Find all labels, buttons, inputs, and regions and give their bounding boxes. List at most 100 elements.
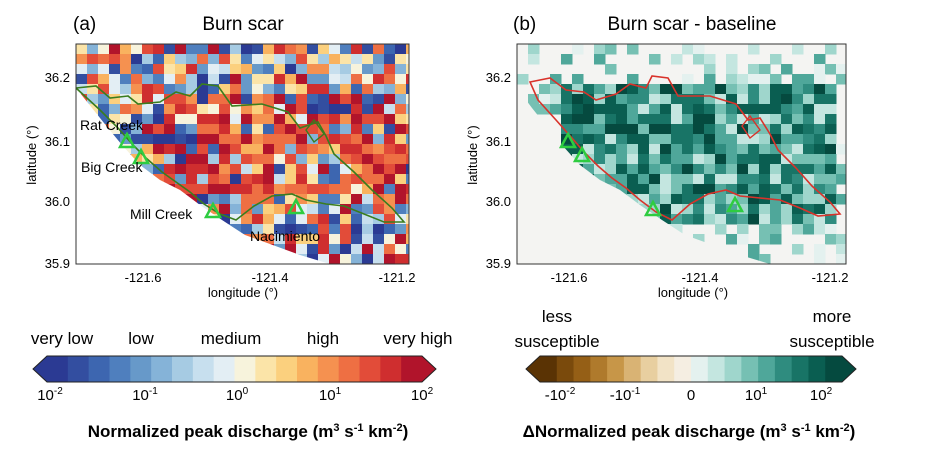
map-cell — [241, 104, 253, 115]
map-cell — [274, 54, 286, 65]
map-cell — [814, 224, 826, 235]
map-cell — [208, 84, 220, 95]
map-cell — [186, 114, 198, 125]
map-cell — [770, 74, 782, 85]
map-cell — [384, 174, 396, 185]
map-cell — [329, 234, 341, 245]
map-cell — [120, 44, 132, 55]
map-cell — [219, 144, 231, 155]
map-cell — [550, 84, 562, 95]
map-cell — [285, 174, 297, 185]
map-cell — [792, 154, 804, 165]
panel-a-y-ticks: 36.2 36.1 36.0 35.9 — [45, 70, 70, 271]
map-cell — [318, 154, 330, 165]
map-cell — [803, 104, 815, 115]
colorbar-a: very low low medium high very high 10-2 … — [31, 329, 453, 441]
map-cell — [583, 94, 595, 105]
map-cell — [781, 214, 793, 225]
map-cell — [792, 74, 804, 85]
map-cell — [616, 184, 628, 195]
map-cell — [682, 144, 694, 155]
map-cell — [748, 204, 760, 215]
map-cell — [395, 94, 407, 105]
map-cell — [351, 94, 363, 105]
map-cell — [583, 104, 595, 115]
colorbar-extend-low — [33, 356, 47, 382]
map-cell — [583, 134, 595, 145]
map-cell — [373, 154, 385, 165]
map-cell — [109, 64, 121, 75]
map-cell — [373, 194, 385, 205]
map-cell — [406, 184, 409, 195]
map-cell — [748, 134, 760, 145]
map-cell — [219, 154, 231, 165]
map-cell — [395, 134, 407, 145]
panel-a-tag: (a) — [73, 14, 96, 35]
map-cell — [395, 244, 407, 255]
map-cell — [748, 214, 760, 225]
map-cell — [759, 134, 771, 145]
map-cell — [638, 124, 650, 135]
map-cell — [307, 154, 319, 165]
map-cell — [296, 184, 308, 195]
map-cell — [329, 94, 341, 105]
map-cell — [307, 214, 319, 225]
map-cell — [362, 204, 374, 215]
map-cell — [76, 54, 88, 65]
map-cell — [803, 114, 815, 125]
map-cell — [373, 64, 385, 75]
colorbar-swatch — [67, 356, 90, 382]
map-cell — [373, 104, 385, 115]
colorbar-swatch — [359, 356, 381, 382]
map-cell — [770, 174, 782, 185]
map-cell — [715, 104, 727, 115]
map-cell — [362, 44, 374, 55]
map-cell — [384, 84, 396, 95]
map-cell — [693, 154, 705, 165]
map-cell — [770, 144, 782, 155]
map-cell — [627, 174, 639, 185]
map-cell — [285, 144, 297, 155]
map-cell — [814, 74, 826, 85]
colorbar-b-swatches — [525, 355, 857, 383]
map-label-big-creek: Big Creek — [81, 159, 143, 175]
panel-b-ytick: 36.2 — [486, 70, 511, 85]
panel-b-ytick: 35.9 — [486, 256, 511, 271]
map-cell — [329, 224, 341, 235]
map-cell — [263, 194, 275, 205]
map-cell — [693, 204, 705, 215]
map-cell — [715, 174, 727, 185]
map-cell — [252, 224, 264, 235]
map-cell — [660, 144, 672, 155]
map-cell — [737, 144, 749, 155]
map-cell — [395, 194, 407, 205]
panel-a-burn-outline — [76, 83, 406, 223]
map-cell — [340, 74, 352, 85]
map-cell — [748, 254, 760, 264]
map-cell — [351, 244, 363, 255]
map-cell — [406, 104, 409, 115]
map-cell — [186, 134, 198, 145]
map-cell — [693, 104, 705, 115]
map-cell — [792, 104, 804, 115]
map-cell — [230, 134, 242, 145]
map-cell — [208, 64, 220, 75]
colorbar-swatch — [573, 356, 591, 382]
map-cell — [329, 64, 341, 75]
map-cell — [109, 74, 121, 85]
map-cell — [263, 114, 275, 125]
map-cell — [792, 214, 804, 225]
map-cell — [649, 104, 661, 115]
map-cell — [737, 204, 749, 215]
map-cell — [737, 174, 749, 185]
map-cell — [781, 124, 793, 135]
map-cell — [351, 84, 363, 95]
map-cell — [406, 194, 409, 205]
map-cell — [715, 124, 727, 135]
map-cell — [704, 64, 716, 75]
map-cell — [329, 134, 341, 145]
map-cell — [362, 64, 374, 75]
map-cell — [737, 84, 749, 95]
map-cell — [175, 164, 187, 175]
map-cell — [748, 154, 760, 165]
